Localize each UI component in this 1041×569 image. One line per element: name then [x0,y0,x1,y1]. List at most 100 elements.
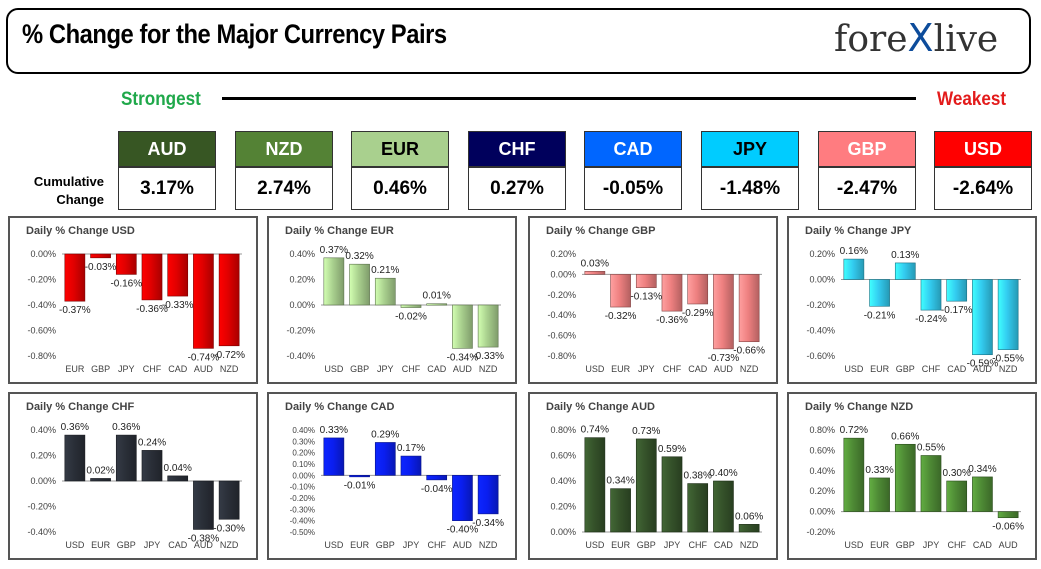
data-label: 0.74% [581,425,609,436]
y-tick-label: 0.40% [30,425,56,435]
data-label: 0.55% [917,443,945,454]
x-tick-label: GBP [896,540,915,550]
y-tick-label: -0.20% [27,275,56,285]
y-tick-label: 0.20% [289,275,315,285]
chart-panel-usd: Daily % Change USD 0.00% -0.20% -0.40% -0.6… [8,216,258,384]
bar-chf [661,274,683,312]
y-tick-label: 0.30% [292,437,315,446]
bar-usd [323,257,345,306]
data-label: 0.13% [891,250,919,261]
currency-header-cad: CAD [584,131,682,167]
currency-header-jpy: JPY [701,131,799,167]
bar-eur [869,279,890,307]
data-label: 0.29% [371,429,399,440]
y-tick-label: -0.30% [290,505,315,514]
bar-gbp [90,253,111,259]
x-tick-label: CHF [402,364,421,374]
strongest-label: Strongest [121,89,201,110]
data-label: -0.36% [656,315,688,326]
data-label: -0.36% [136,304,168,315]
bar-jpy [115,253,137,275]
bar-eur [610,274,631,308]
x-tick-label: CAD [427,364,447,374]
data-label: 0.24% [138,437,166,448]
y-tick-label: -0.20% [286,326,315,336]
x-tick-label: USD [844,364,864,374]
data-label: -0.59% [967,359,999,370]
bar-eur [349,475,370,478]
bar-aud [193,253,214,349]
bar-chart: 0.40% 0.20% 0.00% -0.20% -0.40% 0.36% USD 0.02%… [27,422,245,550]
x-tick-label: CAD [168,540,188,550]
bar-cad [167,253,189,297]
x-tick-label: CAD [947,364,967,374]
x-tick-label: AUD [453,540,473,550]
bar-eur [869,477,890,512]
bar-jpy [374,277,396,306]
y-tick-label: -0.40% [286,351,315,361]
data-label: -0.73% [708,353,740,364]
bar-chf [687,483,709,533]
data-label: -0.34% [472,518,504,529]
bar-gbp [374,442,396,476]
chart-title: Daily % Change CHF [26,401,135,413]
data-label: -0.13% [630,292,662,303]
data-label: -0.33% [162,300,194,311]
x-tick-label: CAD [168,364,188,374]
data-label: 0.40% [709,468,737,479]
currency-value-nzd: 2.74% [235,167,333,210]
x-tick-label: USD [65,540,85,550]
currency-header-usd: USD [934,131,1032,167]
cumulative-change-label: Cumulative Change [24,173,104,209]
x-tick-label: AUD [714,364,734,374]
currency-value-eur: 0.46% [351,167,449,210]
x-tick-label: USD [585,364,605,374]
bar-chart: 0.40% 0.20% 0.00% -0.20% -0.40% 0.37% USD 0.32%… [286,245,504,374]
y-tick-label: 0.60% [809,445,835,455]
bar-nzd [218,480,240,520]
y-tick-label: 0.00% [30,249,56,259]
y-tick-label: -0.10% [290,483,315,492]
data-label: 0.72% [840,425,868,436]
bar-cad [426,303,448,306]
bar-jpy [141,450,163,482]
data-label: -0.37% [59,305,91,316]
x-tick-label: GBP [350,364,369,374]
x-tick-label: NZD [220,364,239,374]
data-label: 0.33% [865,465,893,476]
currency-header-gbp: GBP [818,131,916,167]
y-tick-label: 0.20% [550,502,576,512]
chart-panel-gbp: Daily % Change GBP 0.20% 0.00% -0.20% -0.40… [528,216,778,384]
x-tick-label: NZD [479,540,498,550]
x-tick-label: NZD [740,540,759,550]
y-tick-label: -0.60% [806,351,835,361]
x-tick-label: GBP [896,364,915,374]
y-tick-label: 0.40% [289,249,315,259]
data-label: -0.02% [395,312,427,323]
data-label: -0.29% [682,308,714,319]
bar-aud [193,480,214,530]
y-tick-label: -0.40% [27,300,56,310]
x-tick-label: GBP [376,540,395,550]
y-tick-label: 0.80% [550,425,576,435]
x-tick-label: NZD [999,364,1018,374]
bar-usd [323,437,345,476]
y-tick-label: 0.20% [809,486,835,496]
bar-nzd [218,253,240,347]
logo-x-icon: X [907,16,934,60]
bar-cad [167,475,189,482]
y-tick-label: -0.60% [547,331,576,341]
currency-value-cad: -0.05% [584,167,682,210]
currency-value-aud: 3.17% [118,167,216,210]
y-tick-label: 0.10% [292,460,315,469]
y-tick-label: 0.00% [550,527,576,537]
x-tick-label: GBP [117,540,136,550]
x-tick-label: EUR [611,540,631,550]
bar-usd [843,258,865,280]
bar-chf [426,475,448,481]
data-label: 0.36% [61,422,89,433]
chart-title: Daily % Change USD [26,225,135,237]
chart-title: Daily % Change NZD [805,401,914,413]
data-label: 0.21% [371,265,399,276]
x-tick-label: USD [324,364,344,374]
